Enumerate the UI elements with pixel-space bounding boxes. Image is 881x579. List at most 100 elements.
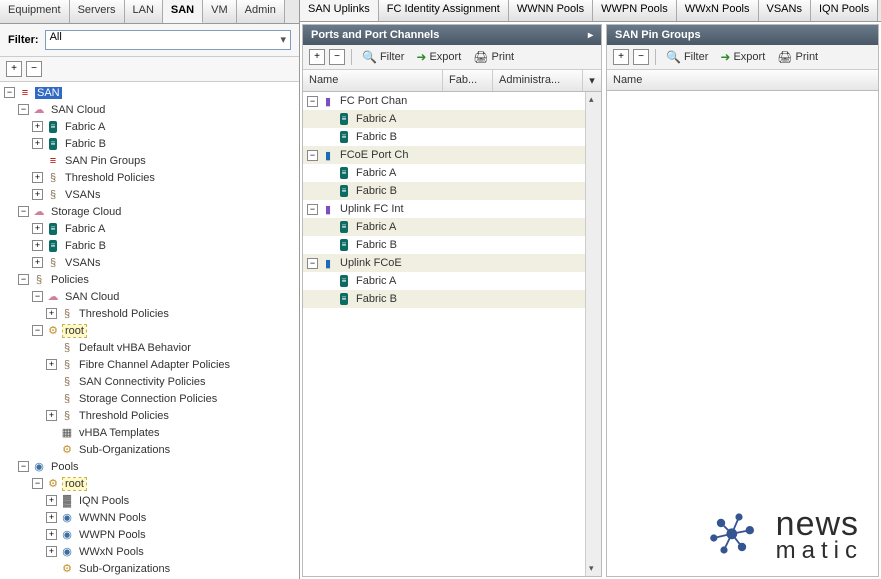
collapse-icon[interactable]: − bbox=[307, 258, 318, 269]
tree-node[interactable]: +≡Fabric B bbox=[4, 135, 299, 152]
sub-tab-san-uplinks[interactable]: SAN Uplinks bbox=[300, 0, 379, 21]
tree-node[interactable]: −☁SAN Cloud bbox=[4, 288, 299, 305]
table-row[interactable]: ≡Fabric A bbox=[303, 272, 601, 290]
table-row[interactable]: ≡Fabric A bbox=[303, 110, 601, 128]
tree-node[interactable]: ⚙Sub-Organizations bbox=[4, 441, 299, 458]
collapse-icon[interactable]: − bbox=[307, 96, 318, 107]
column-header[interactable]: Name bbox=[607, 70, 878, 90]
pin-table-body[interactable] bbox=[607, 91, 878, 576]
tree-label[interactable]: Fabric A bbox=[63, 223, 107, 235]
collapse-icon[interactable]: − bbox=[32, 291, 43, 302]
collapse-icon[interactable]: − bbox=[18, 461, 29, 472]
tree-label[interactable]: Threshold Policies bbox=[63, 172, 157, 184]
tree-node[interactable]: §Storage Connection Policies bbox=[4, 390, 299, 407]
expand-icon[interactable]: + bbox=[32, 138, 43, 149]
expand-icon[interactable]: + bbox=[46, 308, 57, 319]
tree-label[interactable]: root bbox=[63, 325, 86, 337]
tree-node[interactable]: +§Threshold Policies bbox=[4, 305, 299, 322]
tree-label[interactable]: SAN Cloud bbox=[49, 104, 107, 116]
filter-select[interactable]: All bbox=[45, 30, 291, 50]
tree-node[interactable]: +§VSANs bbox=[4, 254, 299, 271]
tree-label[interactable]: SAN bbox=[35, 87, 62, 99]
tree-label[interactable]: Fabric B bbox=[63, 138, 108, 150]
tree-label[interactable]: SAN Connectivity Policies bbox=[77, 376, 208, 388]
ports-table-body[interactable]: −▮FC Port Chan≡Fabric A≡Fabric B−▮FCoE P… bbox=[303, 92, 601, 576]
collapse-icon[interactable]: − bbox=[18, 274, 29, 285]
tree-label[interactable]: Fabric B bbox=[63, 240, 108, 252]
tree-node[interactable]: §SAN Connectivity Policies bbox=[4, 373, 299, 390]
tree-label[interactable]: SAN Cloud bbox=[63, 291, 121, 303]
tree-node[interactable]: ⚙Sub-Organizations bbox=[4, 560, 299, 577]
table-row[interactable]: ≡Fabric B bbox=[303, 290, 601, 308]
pin-filter-button[interactable]: 🔍Filter bbox=[662, 48, 712, 66]
expand-icon[interactable]: + bbox=[32, 121, 43, 132]
tree-node[interactable]: +▓IQN Pools bbox=[4, 492, 299, 509]
ports-export-button[interactable]: ➜Export bbox=[412, 48, 465, 66]
column-header[interactable]: Fab... bbox=[443, 70, 493, 91]
tree-label[interactable]: WWNN Pools bbox=[77, 512, 148, 524]
tree-node[interactable]: −⚙root bbox=[4, 475, 299, 492]
pin-export-button[interactable]: ➜Export bbox=[716, 48, 769, 66]
tree-label[interactable]: Sub-Organizations bbox=[77, 563, 172, 575]
sub-tab-vsans[interactable]: VSANs bbox=[759, 0, 811, 21]
tree-node[interactable]: −§Policies bbox=[4, 271, 299, 288]
collapse-icon[interactable]: − bbox=[32, 478, 43, 489]
tree-label[interactable]: VSANs bbox=[63, 189, 102, 201]
table-row[interactable]: −▮FCoE Port Ch bbox=[303, 146, 601, 164]
tree-label[interactable]: Storage Cloud bbox=[49, 206, 123, 218]
pin-print-button[interactable]: 🖨Print bbox=[773, 48, 822, 66]
collapse-all-button[interactable]: − bbox=[26, 61, 42, 77]
sub-tab-fc-identity-assignment[interactable]: FC Identity Assignment bbox=[379, 0, 509, 21]
pin-expand-button[interactable]: + bbox=[613, 49, 629, 65]
pin-collapse-button[interactable]: − bbox=[633, 49, 649, 65]
tree-label[interactable]: Fibre Channel Adapter Policies bbox=[77, 359, 232, 371]
table-row[interactable]: −▮Uplink FC Int bbox=[303, 200, 601, 218]
expand-icon[interactable]: + bbox=[46, 512, 57, 523]
sub-tab-wwpn-pools[interactable]: WWPN Pools bbox=[593, 0, 677, 21]
expand-icon[interactable]: + bbox=[32, 240, 43, 251]
collapse-icon[interactable]: − bbox=[18, 206, 29, 217]
tree-label[interactable]: Policies bbox=[49, 274, 91, 286]
tree-label[interactable]: SAN Pin Groups bbox=[63, 155, 148, 167]
expand-icon[interactable]: + bbox=[32, 189, 43, 200]
tree-node[interactable]: +§VSANs bbox=[4, 186, 299, 203]
nav-tab-servers[interactable]: Servers bbox=[70, 0, 125, 23]
nav-tree[interactable]: −≡SAN−☁SAN Cloud+≡Fabric A+≡Fabric B≡SAN… bbox=[0, 82, 299, 579]
collapse-icon[interactable]: − bbox=[4, 87, 15, 98]
table-row[interactable]: ≡Fabric B bbox=[303, 236, 601, 254]
table-row[interactable]: −▮Uplink FCoE bbox=[303, 254, 601, 272]
tree-label[interactable]: Pools bbox=[49, 461, 81, 473]
tree-node[interactable]: +§Threshold Policies bbox=[4, 169, 299, 186]
nav-tab-lan[interactable]: LAN bbox=[125, 0, 163, 23]
table-row[interactable]: −▮FC Port Chan bbox=[303, 92, 601, 110]
expand-icon[interactable]: + bbox=[32, 257, 43, 268]
expand-all-button[interactable]: + bbox=[6, 61, 22, 77]
expand-icon[interactable]: + bbox=[46, 410, 57, 421]
tree-node[interactable]: ▦vHBA Templates bbox=[4, 424, 299, 441]
tree-label[interactable]: Threshold Policies bbox=[77, 410, 171, 422]
tree-label[interactable]: Sub-Organizations bbox=[77, 444, 172, 456]
table-row[interactable]: ≡Fabric A bbox=[303, 218, 601, 236]
expand-icon[interactable]: + bbox=[46, 529, 57, 540]
tree-label[interactable]: Threshold Policies bbox=[77, 308, 171, 320]
ports-collapse-button[interactable]: − bbox=[329, 49, 345, 65]
expand-icon[interactable]: + bbox=[32, 172, 43, 183]
tree-node[interactable]: +≡Fabric A bbox=[4, 118, 299, 135]
tree-node[interactable]: +≡Fabric A bbox=[4, 220, 299, 237]
tree-node[interactable]: −☁Storage Cloud bbox=[4, 203, 299, 220]
tree-label[interactable]: root bbox=[63, 478, 86, 490]
nav-tab-admin[interactable]: Admin bbox=[237, 0, 285, 23]
tree-label[interactable]: WWxN Pools bbox=[77, 546, 146, 558]
expand-icon[interactable]: + bbox=[46, 495, 57, 506]
nav-tab-san[interactable]: SAN bbox=[163, 0, 203, 23]
tree-node[interactable]: +§Fibre Channel Adapter Policies bbox=[4, 356, 299, 373]
tree-node[interactable]: +◉WWxN Pools bbox=[4, 543, 299, 560]
sub-tab-wwnn-pools[interactable]: WWNN Pools bbox=[509, 0, 593, 21]
tree-label[interactable]: VSANs bbox=[63, 257, 102, 269]
expand-icon[interactable]: + bbox=[46, 546, 57, 557]
tree-label[interactable]: WWPN Pools bbox=[77, 529, 148, 541]
nav-tab-equipment[interactable]: Equipment bbox=[0, 0, 70, 23]
tree-node[interactable]: §Default vHBA Behavior bbox=[4, 339, 299, 356]
table-row[interactable]: ≡Fabric A bbox=[303, 164, 601, 182]
tree-node[interactable]: ≡SAN Pin Groups bbox=[4, 152, 299, 169]
